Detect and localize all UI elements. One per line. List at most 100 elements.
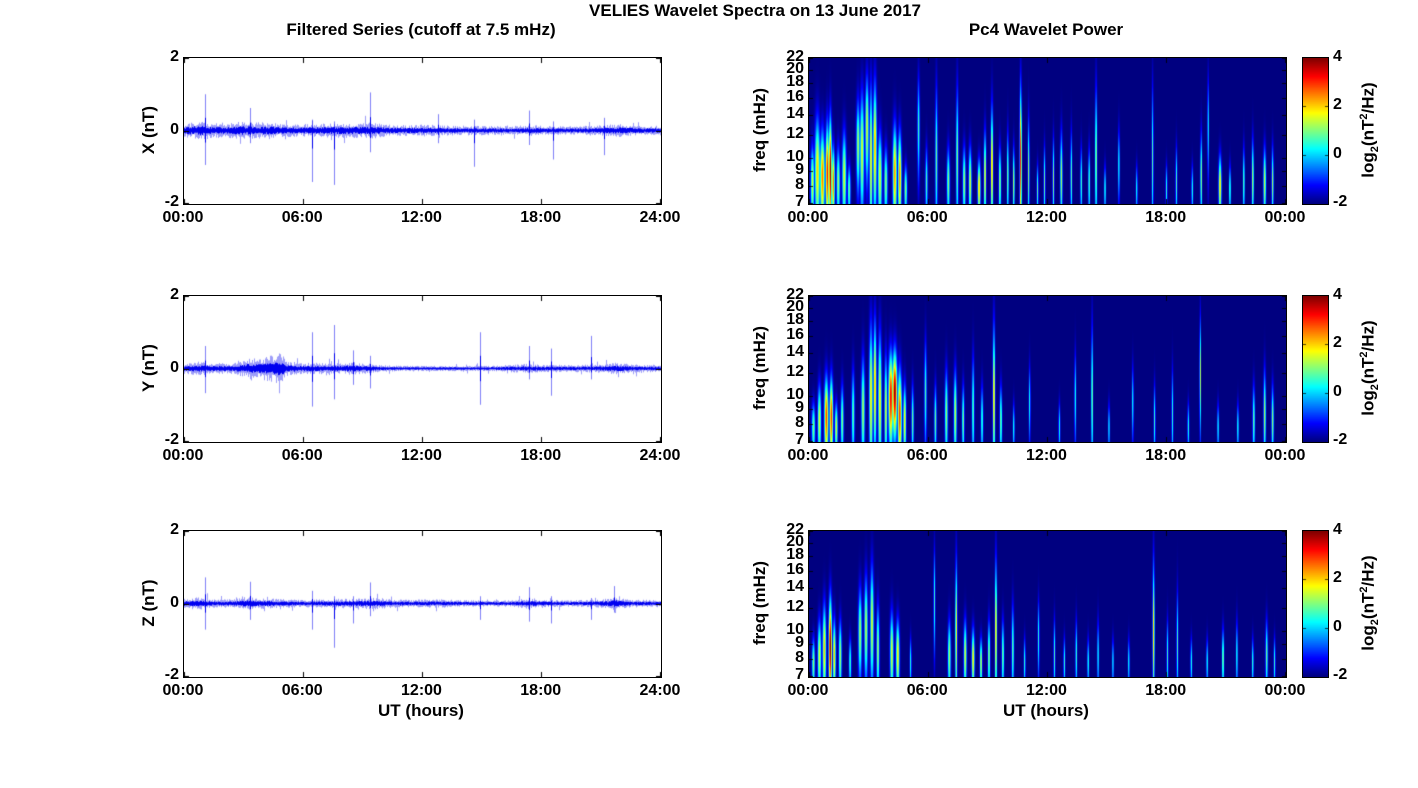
colorbar-tick-label: 2 [1333, 334, 1342, 352]
y-tick-label: 16 [786, 88, 804, 106]
y-tick-label: 14 [786, 578, 804, 596]
y-tick-label: 18 [786, 311, 804, 329]
y-tick-label: 9 [795, 634, 804, 652]
x-tick-label: 06:00 [281, 209, 323, 226]
y-tick-label: 22 [786, 521, 804, 538]
z-series-plot-canvas [183, 530, 662, 678]
x-tick-label: 00:00 [162, 447, 204, 464]
y-tick-label: 0 [170, 593, 179, 611]
x-tick-label: 12:00 [401, 447, 442, 464]
y-tick-label: 8 [795, 176, 804, 194]
colorbar-tick-label: 0 [1333, 144, 1342, 162]
x-tick-label: 06:00 [906, 447, 948, 464]
colorbar-tick-label: 0 [1333, 617, 1342, 635]
y-tick-label: 18 [786, 546, 804, 564]
right-xaxis-label: UT (hours) [1003, 701, 1089, 720]
colorbar-tick-label: -2 [1333, 193, 1348, 210]
y-spectrogram-canvas [808, 295, 1287, 443]
x-tick-label: 12:00 [401, 682, 442, 699]
y-tick-label: 22 [786, 48, 804, 65]
x-tick-label: 18:00 [1145, 682, 1187, 699]
x-tick-label: 06:00 [281, 447, 323, 464]
y-series-panel [183, 295, 662, 443]
x-tick-label: 24:00 [639, 447, 681, 464]
x-tick-label: 24:00 [639, 682, 681, 699]
y-tick-label: 12 [786, 362, 804, 380]
y-tick-label: 16 [786, 326, 804, 344]
x-tick-label: 12:00 [1026, 682, 1067, 699]
y-tick-label: 2 [170, 286, 179, 303]
x-tick-label: 24:00 [639, 209, 681, 226]
x-series-plot-canvas [183, 57, 662, 205]
y-tick-label: 7 [795, 431, 804, 448]
colorbar-x-label: log2(nT2/Hz) [1353, 57, 1381, 203]
x-spectrogram-panel [808, 57, 1287, 205]
x-tick-label: 00:00 [787, 682, 829, 699]
x-tick-label: 06:00 [281, 682, 323, 699]
x-tick-label: 06:00 [906, 209, 948, 226]
colorbar-z [1302, 530, 1329, 678]
y-tick-label: 9 [795, 399, 804, 417]
x-tick-label: 18:00 [520, 209, 562, 226]
colorbar-tick-label: 2 [1333, 96, 1342, 114]
colorbar-label-arg: (nT [1358, 119, 1378, 147]
x-tick-label: 00:00 [787, 209, 829, 226]
y-tick-label: 10 [786, 620, 804, 638]
colorbar-z-canvas [1302, 530, 1329, 678]
y-tick-label: 14 [786, 105, 804, 123]
y-spectrogram-panel [808, 295, 1287, 443]
right-column-title: Pc4 Wavelet Power [968, 20, 1124, 39]
colorbar-label-arg: (nT [1358, 357, 1378, 385]
left-column-title: Filtered Series (cutoff at 7.5 mHz) [286, 20, 556, 39]
y-tick-label: 7 [795, 666, 804, 683]
y-tick-label: 20 [786, 60, 804, 78]
y-tick-label: 18 [786, 73, 804, 91]
z-spectrogram-panel [808, 530, 1287, 678]
x-tick-label: 12:00 [401, 209, 442, 226]
y-tick-label: 20 [786, 298, 804, 316]
y-tick-label: 12 [786, 597, 804, 615]
y-tick-label: 0 [170, 120, 179, 138]
y-tick-label: 20 [786, 533, 804, 551]
colorbar-y-label: log2(nT2/Hz) [1353, 295, 1381, 441]
x-tick-label: 00:00 [1264, 447, 1306, 464]
x-tick-label: 00:00 [1264, 209, 1306, 226]
y-tick-label: 0 [170, 358, 179, 376]
y-tick-label: 8 [795, 649, 804, 667]
colorbar-x [1302, 57, 1329, 205]
y-tick-label: -2 [164, 666, 179, 683]
x-tick-label: 18:00 [520, 682, 562, 699]
colorbar-y [1302, 295, 1329, 443]
colorbar-tick-label: -2 [1333, 431, 1348, 448]
y-tick-label: 12 [786, 124, 804, 142]
left-xaxis-label: UT (hours) [378, 701, 464, 720]
colorbar-x-canvas [1302, 57, 1329, 205]
colorbar-tick-label: 2 [1333, 569, 1342, 587]
colorbar-tick-label: 4 [1333, 286, 1342, 303]
colorbar-tick-label: 4 [1333, 48, 1342, 65]
y-tick-label: 22 [786, 286, 804, 303]
colorbar-z-label: log2(nT2/Hz) [1353, 530, 1381, 676]
x-series-panel [183, 57, 662, 205]
y-tick-label: -2 [164, 193, 179, 210]
colorbar-y-canvas [1302, 295, 1329, 443]
figure-title: VELIES Wavelet Spectra on 13 June 2017 [589, 1, 921, 20]
y-tick-label: 10 [786, 385, 804, 403]
z-spectrogram-canvas [808, 530, 1287, 678]
colorbar-label-arg: (nT [1358, 592, 1378, 620]
x-tick-label: 00:00 [162, 209, 204, 226]
x-tick-label: 18:00 [1145, 209, 1187, 226]
y-tick-label: 2 [170, 521, 179, 538]
x-spectrogram-canvas [808, 57, 1287, 205]
y-tick-label: 16 [786, 561, 804, 579]
x-tick-label: 18:00 [520, 447, 562, 464]
y-tick-label: 10 [786, 147, 804, 165]
y-tick-label: 9 [795, 161, 804, 179]
y-series-plot-canvas [183, 295, 662, 443]
x-tick-label: 12:00 [1026, 209, 1067, 226]
colorbar-tick-label: 0 [1333, 382, 1342, 400]
x-tick-label: 00:00 [162, 682, 204, 699]
x-tick-label: 18:00 [1145, 447, 1187, 464]
y-tick-label: 14 [786, 343, 804, 361]
